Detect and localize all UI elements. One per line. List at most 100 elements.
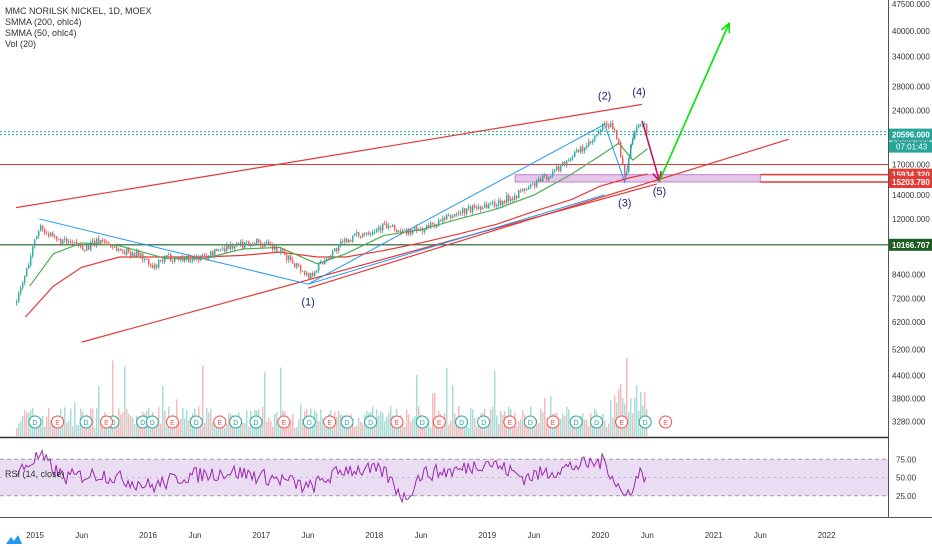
candle-body xyxy=(450,215,452,219)
volume-bar xyxy=(478,425,480,436)
candle-body xyxy=(244,242,246,249)
candle-body xyxy=(568,160,570,162)
volume-bar xyxy=(534,421,536,436)
candle-body xyxy=(28,265,30,269)
candle-body xyxy=(504,200,506,203)
volume-bar xyxy=(602,413,604,436)
time-tick-label: Jun xyxy=(415,531,428,540)
candle-body xyxy=(278,251,280,253)
candle-body xyxy=(590,141,592,143)
volume-bar xyxy=(374,427,376,436)
volume-bar xyxy=(356,425,358,436)
time-tick-label: 2018 xyxy=(365,531,383,540)
volume-bar xyxy=(78,424,80,436)
candle-body xyxy=(426,225,428,230)
volume-bar xyxy=(626,357,628,436)
candle-body xyxy=(124,251,126,255)
volume-bar xyxy=(20,420,22,436)
volume-bar xyxy=(58,422,60,436)
volume-bar xyxy=(26,412,28,436)
volume-bar xyxy=(274,414,276,436)
candle-body xyxy=(620,142,622,158)
rsi-legend[interactable]: RSI (14, close) xyxy=(5,469,65,479)
symbol-title[interactable]: MMC NORILSK NICKEL, 1D, MOEX xyxy=(5,6,152,16)
volume-bar xyxy=(628,411,630,436)
volume-bar xyxy=(70,408,72,436)
candle-body xyxy=(548,176,550,180)
candle-body xyxy=(180,257,182,260)
volume-bar xyxy=(150,427,152,436)
candle-body xyxy=(418,230,420,231)
dividend-marker-icon xyxy=(145,415,159,429)
candle-body xyxy=(266,242,268,244)
candle-body xyxy=(212,251,214,256)
dividend-marker-icon xyxy=(249,415,263,429)
time-tick-label: Jun xyxy=(528,531,541,540)
tradingview-logo-icon[interactable] xyxy=(6,534,22,546)
volume-legend[interactable]: Vol (20) xyxy=(5,39,37,49)
candle-body xyxy=(142,253,144,261)
volume-bar xyxy=(340,414,342,436)
candle-body xyxy=(404,229,406,231)
volume-bar xyxy=(526,425,528,436)
candle-body xyxy=(474,205,476,208)
volume-bar xyxy=(318,420,320,436)
candles xyxy=(16,120,648,306)
volume-bar xyxy=(324,427,326,436)
dividend-marker-icon xyxy=(79,415,93,429)
volume-bar xyxy=(226,424,228,436)
candle-body xyxy=(228,245,230,250)
volume-bar xyxy=(468,427,470,436)
volume-bar xyxy=(212,422,214,436)
earnings-marker-text: E xyxy=(395,420,400,427)
candle-body xyxy=(570,158,572,161)
candle-body xyxy=(46,233,48,235)
volume-bar xyxy=(404,426,406,436)
volume-bar xyxy=(296,427,298,436)
candle-body xyxy=(308,273,310,279)
volume-bar xyxy=(130,415,132,436)
smma50-legend[interactable]: SMMA (50, ohlc4) xyxy=(5,28,77,38)
candle-body xyxy=(460,212,462,214)
candle-body xyxy=(604,122,606,125)
candle-body xyxy=(362,233,364,238)
dividend-marker-icon xyxy=(229,415,243,429)
volume-bar xyxy=(200,420,202,436)
candle-body xyxy=(86,245,88,251)
candle-body xyxy=(188,255,190,262)
volume-bar xyxy=(348,420,350,436)
volume-bar xyxy=(640,391,642,436)
candle-body xyxy=(236,243,238,247)
candle-body xyxy=(470,206,472,212)
candle-body xyxy=(300,265,302,272)
candle-body xyxy=(282,249,284,251)
candle-body xyxy=(192,256,194,261)
volume-bar xyxy=(522,409,524,436)
candle-body xyxy=(216,248,218,252)
smma200-legend[interactable]: SMMA (200, ohlc4) xyxy=(5,17,82,27)
candle-body xyxy=(346,238,348,243)
volume-bar xyxy=(260,424,262,436)
volume-bar xyxy=(294,427,296,436)
smma50-line xyxy=(29,142,648,287)
candle-body xyxy=(564,161,566,166)
candle-body xyxy=(316,270,318,273)
candle-body xyxy=(500,200,502,206)
volume-bar xyxy=(114,422,116,436)
candle-body xyxy=(50,232,52,237)
candle-body xyxy=(454,214,456,217)
candle-body xyxy=(496,204,498,207)
earnings-marker-icon xyxy=(503,415,517,429)
volume-bar xyxy=(22,416,24,436)
candle-body xyxy=(414,227,416,231)
candle-body xyxy=(354,233,356,236)
time-tick-label: 2022 xyxy=(818,531,836,540)
candle-body xyxy=(30,256,32,266)
candle-body xyxy=(102,240,104,241)
candle-body xyxy=(276,246,278,252)
volume-bar xyxy=(402,422,404,436)
volume-bar xyxy=(134,424,136,436)
candle-body xyxy=(378,227,380,230)
